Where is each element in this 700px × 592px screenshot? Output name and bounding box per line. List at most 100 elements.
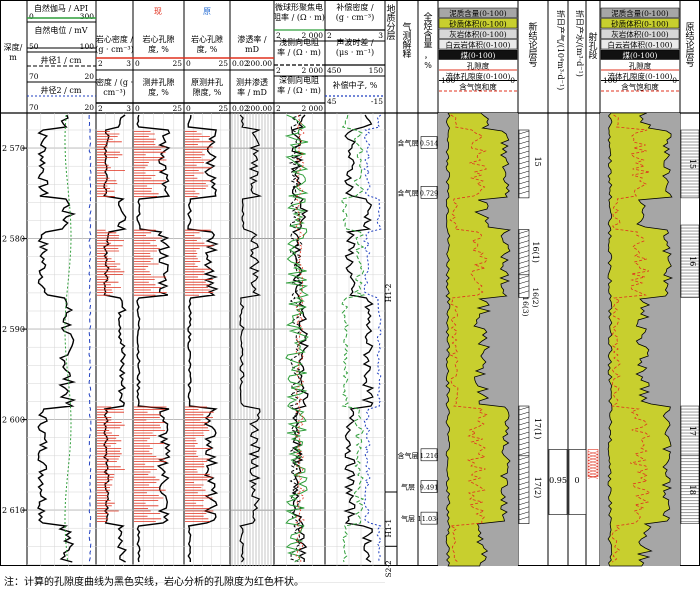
track1-curve-label: 自然伽马 / API xyxy=(34,3,88,13)
old-lithology-legend-range: 0 xyxy=(672,76,677,85)
perf-hatch xyxy=(518,140,530,145)
track1-scale-max: 20 xyxy=(84,72,94,81)
perf-hatch xyxy=(518,501,530,506)
gas-test-type: 气层 xyxy=(401,514,415,523)
gas-content-value: 11.034 xyxy=(418,515,441,523)
gas-content-header: 全 xyxy=(423,11,432,23)
new-lithology-legend-label: 白云岩体积(0-100) xyxy=(446,40,511,50)
old-layer-number: 18 xyxy=(688,485,697,495)
compensated-density-curve xyxy=(343,114,375,563)
track1-curve-label: 自然电位 / mV xyxy=(34,25,87,35)
track4-min: 0 xyxy=(186,104,191,113)
perf-hatch xyxy=(518,441,530,446)
old-layer-number: 15 xyxy=(688,159,697,169)
gas-test-header: 测 xyxy=(402,31,411,42)
track2-min: 2 xyxy=(98,59,103,68)
production-water-box xyxy=(568,449,587,515)
track7-max: 3 xyxy=(378,31,383,40)
geologic-layer-label: S2-2 xyxy=(384,560,393,577)
new-lithology-legend-label: 灰岩体积(0-100) xyxy=(449,29,507,39)
perf-hatch xyxy=(518,255,530,259)
track3-min: 0 xyxy=(135,59,140,68)
track7-label: 声波时差 / xyxy=(336,37,374,47)
perf-hatch xyxy=(518,190,530,195)
layer-header: 分 xyxy=(386,22,395,33)
track3-label: 测井孔隙 xyxy=(143,77,175,87)
perf-hatch xyxy=(518,456,530,461)
perf-hatch xyxy=(518,285,530,290)
geologic-layer-label: H1-2 xyxy=(384,283,393,302)
track3-max: 25 xyxy=(172,104,182,113)
geologic-layer-label: H1-1 xyxy=(384,519,393,538)
old-conclusion-header: 结 xyxy=(685,30,694,42)
acoustic-curve xyxy=(341,114,366,563)
track4-label: 度, % xyxy=(197,44,218,54)
new-layer-number: 16(2) xyxy=(531,287,540,307)
perf-hatch xyxy=(518,280,530,285)
old-conclusion-header: 论 xyxy=(685,39,694,51)
perf-hatch xyxy=(518,431,530,436)
old-layer-number: 16 xyxy=(688,256,697,266)
track6-min: 2 xyxy=(276,104,281,113)
old-lithology-legend-label: 含气饱和度 xyxy=(621,82,659,92)
new-layer-number: 16(1) xyxy=(531,241,540,263)
old-lithology-legend-label: 白云岩体积(0-100) xyxy=(608,40,673,50)
new-lithology-sand xyxy=(445,112,512,567)
perf-hatch xyxy=(518,446,530,451)
new-lithology-legend-range: 0 xyxy=(510,76,515,85)
track4-label: 岩心孔隙 xyxy=(191,34,223,44)
track6-label: 浅侧向电阻 xyxy=(279,37,319,47)
track7-label: (μs · m⁻¹) xyxy=(336,48,374,57)
perf-hatch xyxy=(518,496,530,501)
gas-content-header: ， xyxy=(424,51,432,60)
old-lithology-legend-swatch xyxy=(600,39,680,50)
gas-content-header: 烃 xyxy=(423,20,432,32)
log-porosity-curve xyxy=(136,114,171,563)
gas-test-type: 含气层 xyxy=(398,188,419,197)
mfr-curve xyxy=(284,114,309,563)
track2-label: 密度 / (g · xyxy=(96,77,133,87)
perf-hatch xyxy=(518,506,530,511)
track6-max: 2 000 xyxy=(302,66,324,75)
sp-curve xyxy=(64,114,72,563)
gas-test-type: 含气层 xyxy=(398,139,419,148)
track6-label: 率 / (Ω · m) xyxy=(277,47,321,57)
perforation-hatch xyxy=(587,469,599,473)
gas-test-header: 解 xyxy=(402,39,411,51)
track4-max: 25 xyxy=(218,104,228,113)
track4-label: 隙度, % xyxy=(193,87,222,97)
track1-scale-min: 0 xyxy=(29,12,34,21)
new-lithology-legend-swatch xyxy=(438,49,518,60)
perforation-hatch xyxy=(587,454,599,458)
track3-label: 岩心孔隙 xyxy=(143,34,175,44)
new-lithology-gas-saturation xyxy=(449,114,489,563)
track1-scale-max: 300 xyxy=(80,12,95,21)
new-layer-number: 16(3) xyxy=(521,296,530,316)
gas-value-box xyxy=(420,511,438,525)
perf-hatch xyxy=(518,491,530,496)
new-conclusion-header: 号 xyxy=(528,58,537,69)
layer-header: 层 xyxy=(386,31,395,42)
gas-value-box xyxy=(420,186,438,199)
perf-hatch xyxy=(518,160,530,165)
perf-hatch xyxy=(518,426,530,431)
perf-hatch xyxy=(518,436,530,441)
perforation-hatch xyxy=(587,475,599,479)
gas-test-header: 释 xyxy=(402,48,411,60)
gas-content-value: 0.514 xyxy=(420,140,439,148)
perf-hatch xyxy=(518,170,530,175)
perf-hatch xyxy=(518,135,530,140)
depth-tick: 2 600 xyxy=(2,416,25,425)
perforation-hatch xyxy=(587,463,599,467)
old-conclusion-header: 层 xyxy=(685,49,694,60)
track4-corner: 原 xyxy=(203,7,211,16)
new-lithology-legend-swatch xyxy=(438,28,518,39)
track6-label: 阻率 / (Ω · m) xyxy=(273,12,325,22)
perf-hatch xyxy=(518,416,530,421)
perf-hatch xyxy=(518,466,530,471)
daily-water-header: 折日产水/(m³·d⁻¹) xyxy=(575,10,585,77)
track1-scale-max: 20 xyxy=(84,103,94,112)
track5-label: mD xyxy=(245,45,259,54)
